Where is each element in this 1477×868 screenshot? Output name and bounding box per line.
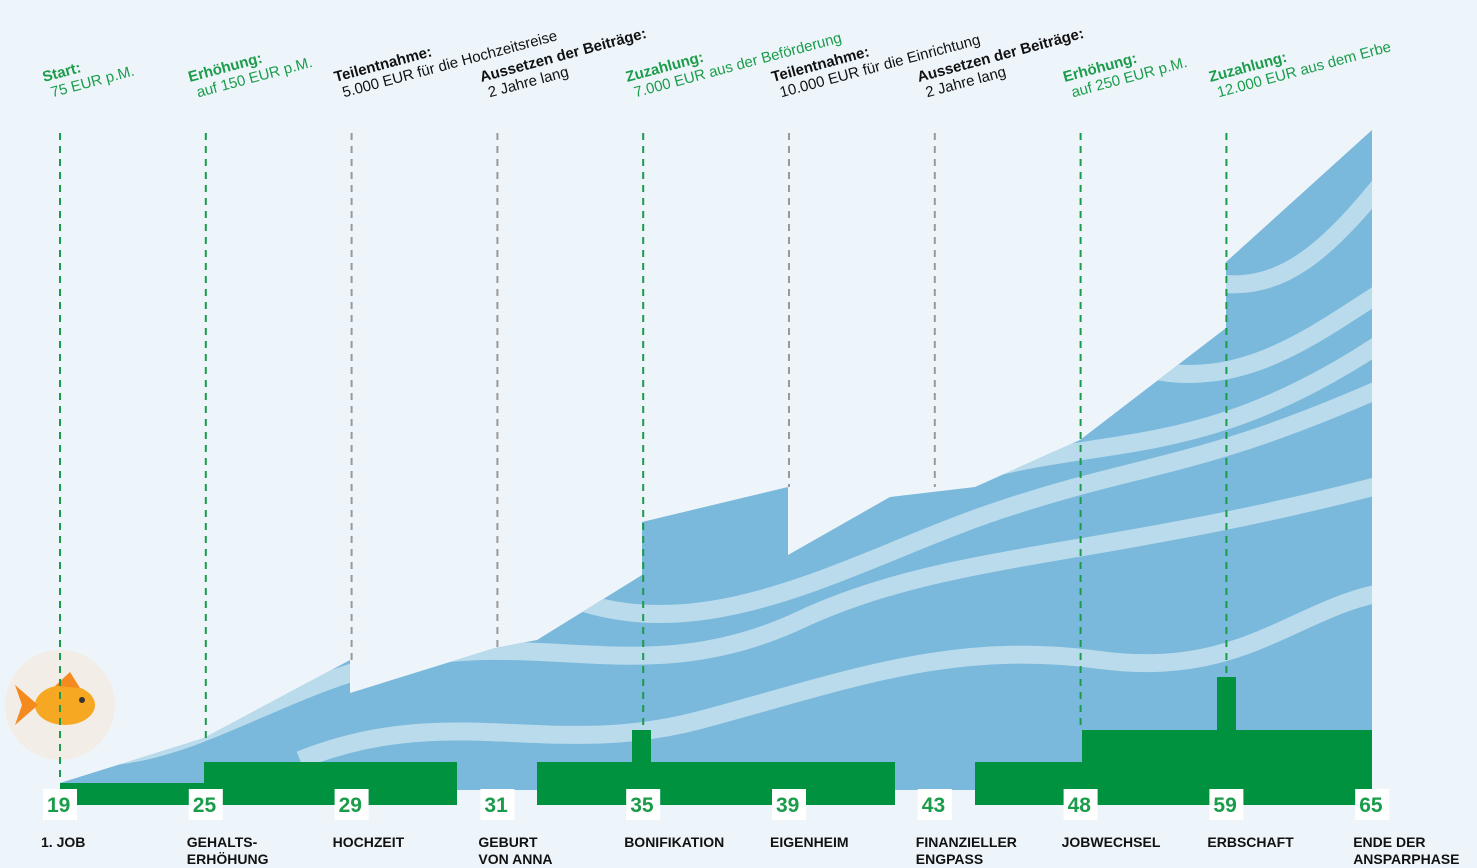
age: 29 (339, 794, 362, 817)
event-label: ERBSCHAFT (1207, 834, 1294, 850)
age: 39 (776, 794, 799, 817)
event-label: FINANZIELLER (916, 834, 1017, 850)
annotation: Zuzahlung:12.000 EUR aus dem Erbe (1207, 22, 1393, 102)
page: {"events": [ {"age": 19, "label": ["1. J… (0, 0, 1477, 868)
event-label: ENGPASS (916, 851, 983, 867)
annotation: Start:75 EUR p.M. (41, 46, 137, 102)
event-label: 1. JOB (41, 834, 85, 850)
event-label: HOCHZEIT (333, 834, 405, 850)
event-label: BONIFIKATION (624, 834, 724, 850)
age: 19 (47, 794, 70, 817)
annotation: Aussetzen der Beiträge:2 Jahre lang (915, 25, 1090, 102)
event-label: ENDE DER (1353, 834, 1425, 850)
event-label: VON ANNA (478, 851, 552, 867)
event-label: ERHÖHUNG (187, 851, 269, 867)
event-label: JOBWECHSEL (1062, 834, 1161, 850)
annotation: Erhöhung:auf 150 EUR p.M. (186, 38, 314, 103)
age: 65 (1359, 794, 1383, 817)
event-label: GEHALTS- (187, 834, 258, 850)
age: 31 (484, 794, 508, 817)
age: 48 (1068, 794, 1092, 817)
event-label: EIGENHEIM (770, 834, 849, 850)
age: 35 (630, 794, 654, 817)
annotation: Aussetzen der Beiträge:2 Jahre lang (478, 25, 653, 102)
timeline: Start:75 EUR p.M. 19 1. JOB Erhöhung:auf 15… (0, 0, 1477, 868)
annotation: Erhöhung:auf 250 EUR p.M. (1061, 38, 1189, 103)
age: 25 (193, 794, 217, 817)
event-label: ANSPARPHASE (1353, 851, 1459, 867)
event-label: GEBURT (478, 834, 538, 850)
age: 59 (1213, 794, 1236, 817)
age: 43 (922, 794, 945, 817)
